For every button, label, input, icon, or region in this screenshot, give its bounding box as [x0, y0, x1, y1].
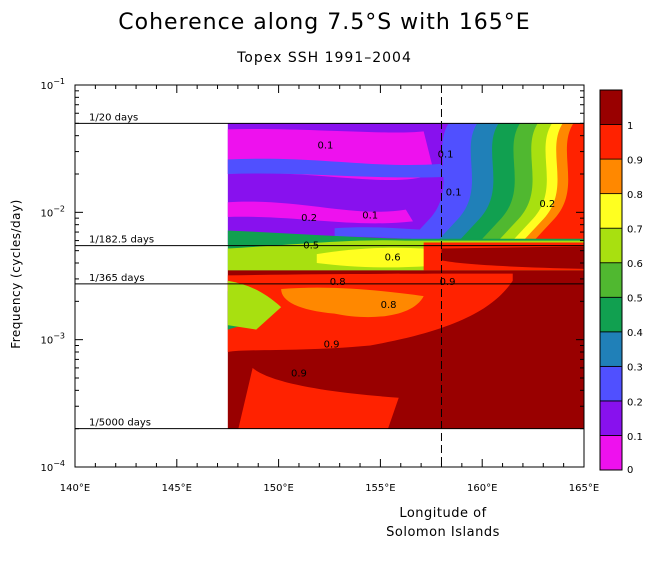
colorbar-tick-label-10: 1 — [627, 121, 633, 132]
colorbar-tick-label-2: 0.2 — [627, 397, 643, 408]
contour-label-2: 0.1 — [446, 187, 462, 198]
region-level-0.9-blob — [238, 367, 399, 429]
contour-label-12: 0.9 — [291, 369, 307, 380]
region-level-0.6-low — [227, 280, 282, 330]
chart-title: Coherence along 7.5°S with 165°E — [118, 10, 531, 35]
colorbar-tick-label-4: 0.4 — [627, 328, 643, 339]
colorbar-tick-label-3: 0.3 — [627, 363, 643, 374]
colorbar-tick-label-7: 0.7 — [627, 225, 643, 236]
colorbar-tick-label-6: 0.6 — [627, 259, 643, 270]
contour-label-3: 0.1 — [362, 211, 378, 222]
contour-label-8: 0.8 — [330, 277, 346, 288]
colorbar-swatch-3 — [599, 331, 623, 367]
edge-band-7 — [530, 123, 584, 245]
x-tick-label-3: 155°E — [365, 483, 395, 494]
x-tick-label-5: 165°E — [569, 483, 599, 494]
region-level-0.8 — [281, 287, 424, 318]
colorbar-swatch-2 — [599, 365, 623, 402]
x-axis-label-line1: Longitude of — [399, 506, 487, 521]
colorbar-tick-label-8: 0.8 — [627, 190, 643, 201]
region-level-0.2 — [227, 158, 449, 178]
colorbar-swatch-9 — [599, 124, 623, 160]
contour-label-9: 0.9 — [440, 277, 456, 288]
region-level-0.7 — [316, 247, 431, 268]
colorbar-swatch-6 — [599, 227, 623, 264]
colorbar-tick-label-1: 0.1 — [627, 432, 643, 443]
colorbar-swatch-8 — [599, 158, 623, 195]
colorbar-swatch-4 — [599, 296, 623, 333]
region-level-1-strip — [441, 246, 584, 269]
contour-label-11: 0.9 — [324, 340, 340, 351]
contour-label-0: 0.1 — [317, 141, 333, 152]
colorbar-frame — [599, 89, 623, 471]
x-axis-label-line2: Solomon Islands — [386, 525, 500, 540]
contour-label-5: 0.2 — [539, 199, 555, 210]
colorbar-swatch-10 — [599, 89, 623, 125]
reference-label-1: 1/182.5 days — [89, 235, 154, 246]
plot-frame — [74, 84, 585, 468]
contour-label-6: 0.5 — [303, 240, 319, 251]
y-tick-label-1: 10−2 — [40, 204, 65, 219]
contour-label-7: 0.6 — [385, 252, 401, 263]
contour-label-4: 0.2 — [301, 213, 317, 224]
colorbar-swatch-5 — [599, 262, 623, 298]
y-tick-label-3: 10−4 — [40, 459, 65, 474]
contour-label-1: 0.1 — [438, 149, 454, 160]
colorbar-tick-label-9: 0.9 — [627, 155, 643, 166]
reference-label-3: 1/5000 days — [89, 418, 151, 429]
x-tick-label-4: 160°E — [467, 483, 497, 494]
x-axis-label: Longitude of Solomon Islands — [363, 504, 523, 542]
colorbar-swatch-1 — [599, 400, 623, 436]
reference-label-0: 1/20 days — [89, 112, 138, 123]
colorbar-tick-label-0: 0 — [627, 465, 633, 476]
chart-subtitle: Topex SSH 1991–2004 — [237, 50, 412, 66]
x-tick-label-2: 150°E — [263, 483, 293, 494]
contour-label-10: 0.8 — [381, 300, 397, 311]
x-tick-label-0: 140°E — [60, 483, 90, 494]
colorbar-swatch-0 — [599, 435, 623, 471]
colorbar-tick-label-5: 0.5 — [627, 294, 643, 305]
y-tick-label-0: 10−1 — [40, 77, 65, 92]
colorbar-swatch-7 — [599, 193, 623, 229]
coherence-field — [227, 123, 584, 429]
y-tick-label-2: 10−3 — [40, 332, 65, 347]
reference-label-2: 1/365 days — [89, 273, 145, 284]
x-tick-label-1: 145°E — [162, 483, 192, 494]
region-level-0b — [227, 201, 413, 224]
